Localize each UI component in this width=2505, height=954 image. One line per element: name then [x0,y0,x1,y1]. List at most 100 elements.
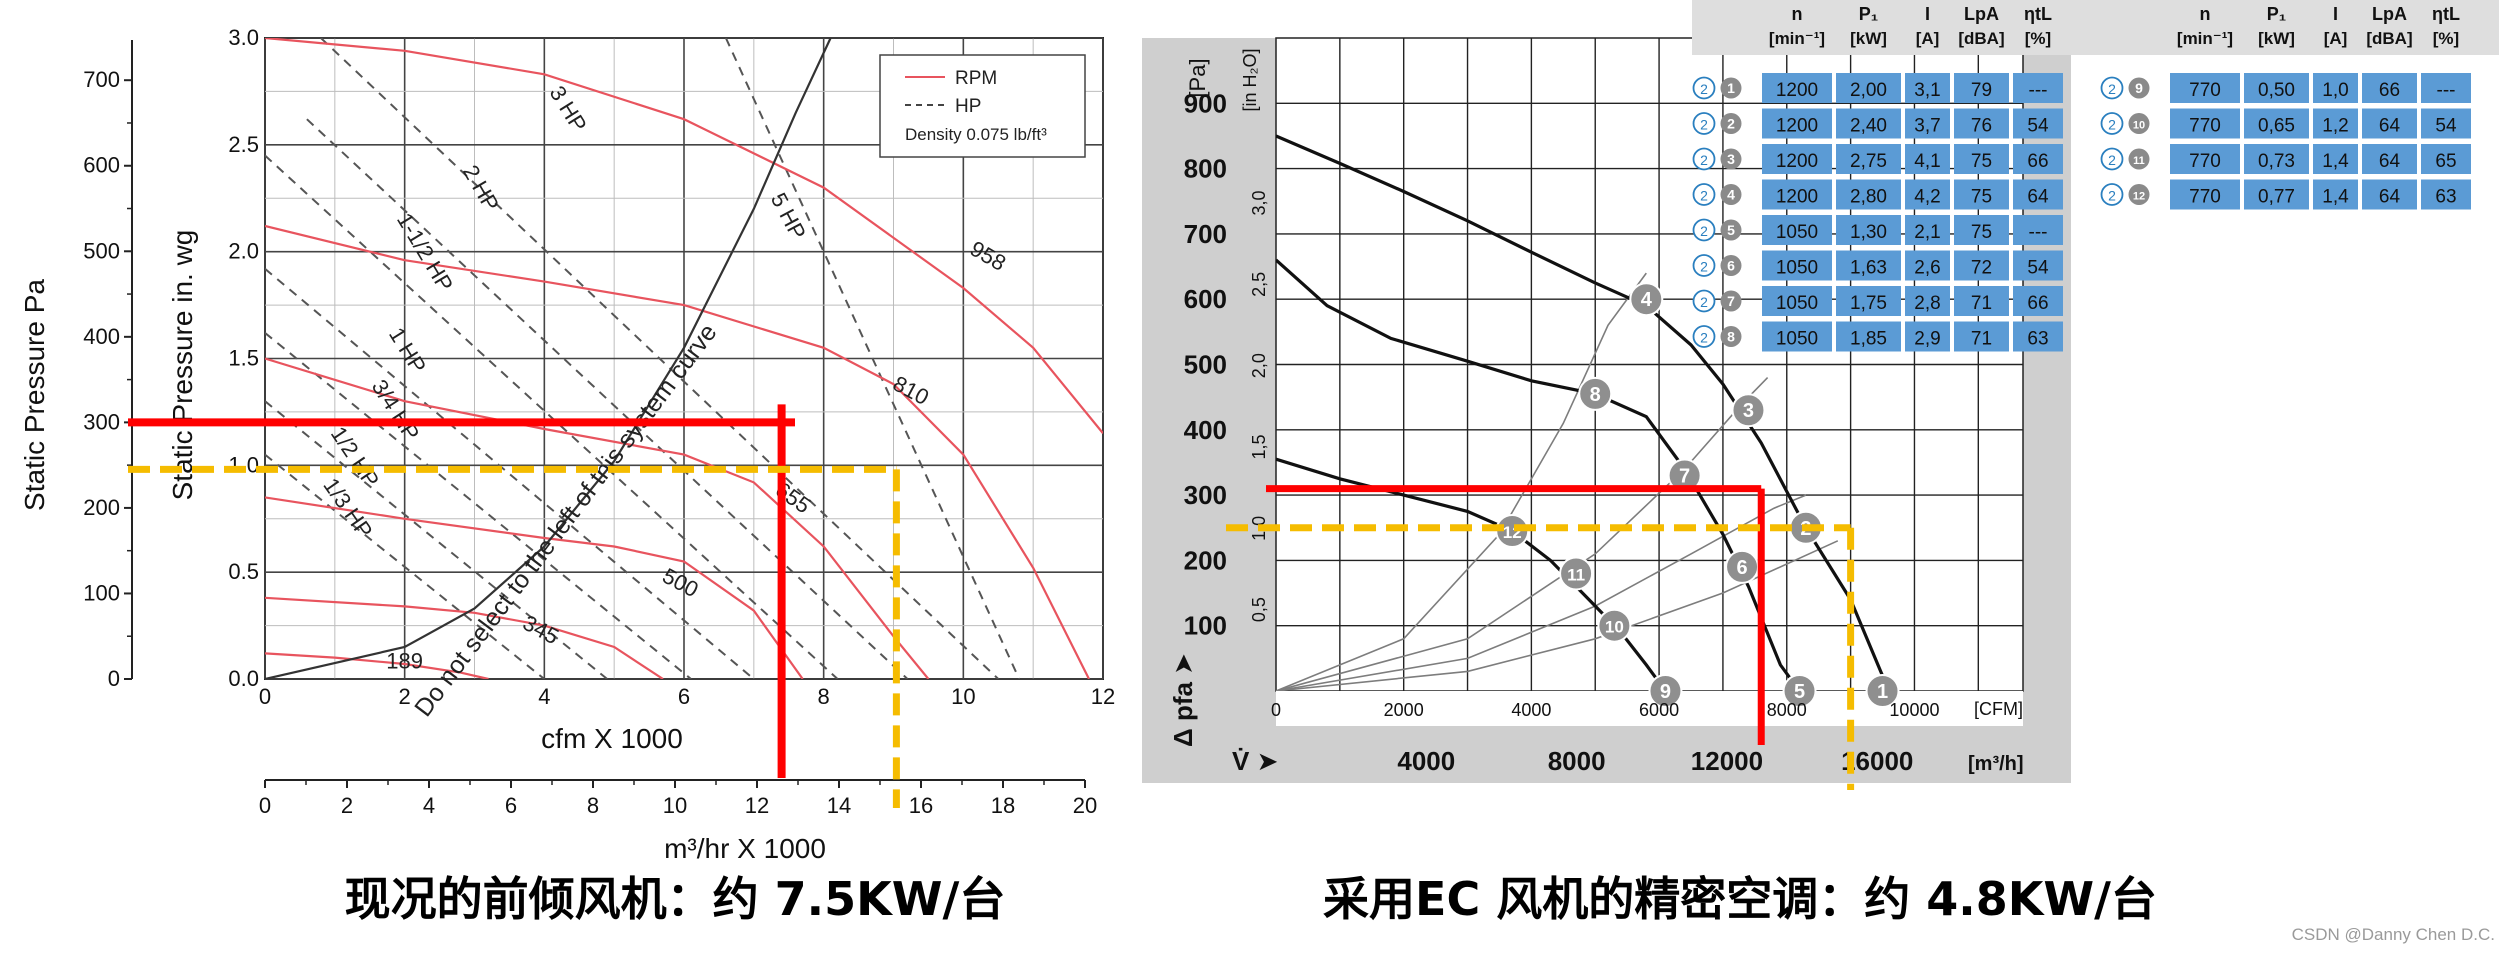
table-cell-value: 64 [2027,187,2049,208]
table-cell-value: 2,75 [1850,151,1887,172]
left-x-tick: 8 [818,684,830,709]
table-cell [1762,73,1832,103]
table-cell [1836,179,1901,210]
table-cell [1954,286,2009,316]
row-badge-label: 2 [1700,223,1708,239]
left-rpm-curves [265,38,1103,679]
operating-point-badge [1578,376,1613,411]
hp-line [306,118,909,679]
row-number-label: 12 [2133,191,2145,203]
operating-point-number: 5 [1794,681,1805,703]
table-header-name: ηtL [2432,4,2460,24]
right-inh2o-tick: 3,0 [1249,190,1269,215]
table-cell-value: --- [2029,222,2048,243]
row-number-badge [1720,326,1742,347]
operating-point-badge [1865,674,1900,708]
right-cfm-tick: 6000 [1639,700,1679,720]
operating-point-number: 1 [1877,681,1888,703]
m3h-tick-label: 6 [505,793,517,818]
left-y-tick: 2.5 [228,132,259,157]
operating-point-number: 11 [1567,565,1585,584]
right-m3h-tick: 8000 [1548,746,1606,776]
row-badge-outline [1692,112,1716,135]
row-number-badge [1720,219,1742,241]
table-cell [2244,144,2309,174]
table-cell-value: 1,75 [1850,293,1887,314]
table-cell-value: 76 [1971,116,1992,137]
row-number-badge [1720,255,1742,276]
left-y-tick: 0.0 [228,666,259,691]
row-number-label: 2 [1727,116,1735,132]
row-badge-outline [2100,147,2124,171]
table-cell [1905,108,1950,139]
right-pa-tick: 700 [1184,219,1227,249]
table-cell-value: 65 [2435,151,2456,172]
table-cell-value: 54 [2027,258,2049,279]
table-cell-value: 54 [2027,116,2049,137]
row-badge-outline [2100,183,2124,206]
row-badge-outline [2100,112,2124,135]
table-header-unit: [min⁻¹] [1769,29,1825,48]
table-cell [2013,73,2063,103]
left-x-tick: 12 [1091,684,1115,709]
operating-point-badge [1731,393,1766,428]
row-number-label: 5 [1727,222,1735,238]
table-cell [1905,215,1950,245]
table-cell [2013,215,2063,245]
pa-tick-label: 100 [83,580,120,605]
hp-line [265,453,545,679]
row-number-badge [2128,77,2150,99]
pa-tick-label: 300 [83,409,120,434]
table-cell-value: 0,73 [2258,151,2295,172]
table-cell-value: 72 [1971,258,1992,279]
hp-line [265,332,692,679]
row-badge-label: 2 [1700,188,1708,204]
operating-point-badge [1629,282,1664,317]
table-cell [1836,144,1901,174]
right-cfm-unit: [CFM] [1974,699,2023,719]
row-number-badge [1720,113,1742,134]
table-cell [1836,286,1901,316]
table-cell [2421,108,2471,139]
table-header-name: I [1925,4,1930,24]
right-x2-unit: [m³/h] [1968,753,2024,775]
right-caption: 采用EC 风机的精密空调：约 4.8KW/台 [1323,872,2157,926]
table-cell-value: 2,00 [1850,80,1887,101]
row-number-label: 7 [1727,293,1735,309]
right-pa-tick: 800 [1184,154,1227,184]
pa-tick-label: 700 [83,67,120,92]
left-grid [264,37,1104,680]
right-pa-tick: 200 [1184,545,1227,575]
table-cell-value: 75 [1971,151,1992,172]
table-cell [2013,108,2063,139]
table-cell-value: 1,0 [2322,80,2348,101]
row-number-badge [1720,184,1742,205]
row-badge-outline [1692,289,1716,313]
right-pa-tick: 100 [1184,611,1227,641]
table-cell-value: 64 [2379,151,2401,172]
legend-hp-label: HP [955,96,981,117]
table-cell-value: 2,8 [1914,293,1940,314]
row-number-badge [2128,184,2150,205]
pa-tick-label: 600 [83,153,120,178]
table-cell-value: --- [2029,80,2048,101]
table-cell [1836,108,1901,139]
m3h-tick-label: 10 [663,793,687,818]
table-cell [1762,179,1832,210]
left-y-tick: 2.0 [228,239,259,264]
left-y-tick: 3.0 [228,25,259,50]
table-cell-value: 66 [2027,293,2048,314]
table-cell-value: 1050 [1776,258,1818,279]
row-number-badge [1720,148,1742,170]
pa-tick-label: 200 [83,495,120,520]
table-cell [2170,144,2240,174]
row-number-label: 3 [1727,151,1735,167]
table-cell [2013,321,2063,352]
table-cell-value: 66 [2027,151,2048,172]
right-cfm-tick: 2000 [1384,700,1424,720]
left-x2-axis-title: m³/hr X 1000 [664,833,826,864]
row-badge-outline [1692,183,1716,206]
operating-point-number: 7 [1679,466,1690,488]
hp-line [320,38,999,679]
table-cell-value: 2,1 [1914,222,1940,243]
